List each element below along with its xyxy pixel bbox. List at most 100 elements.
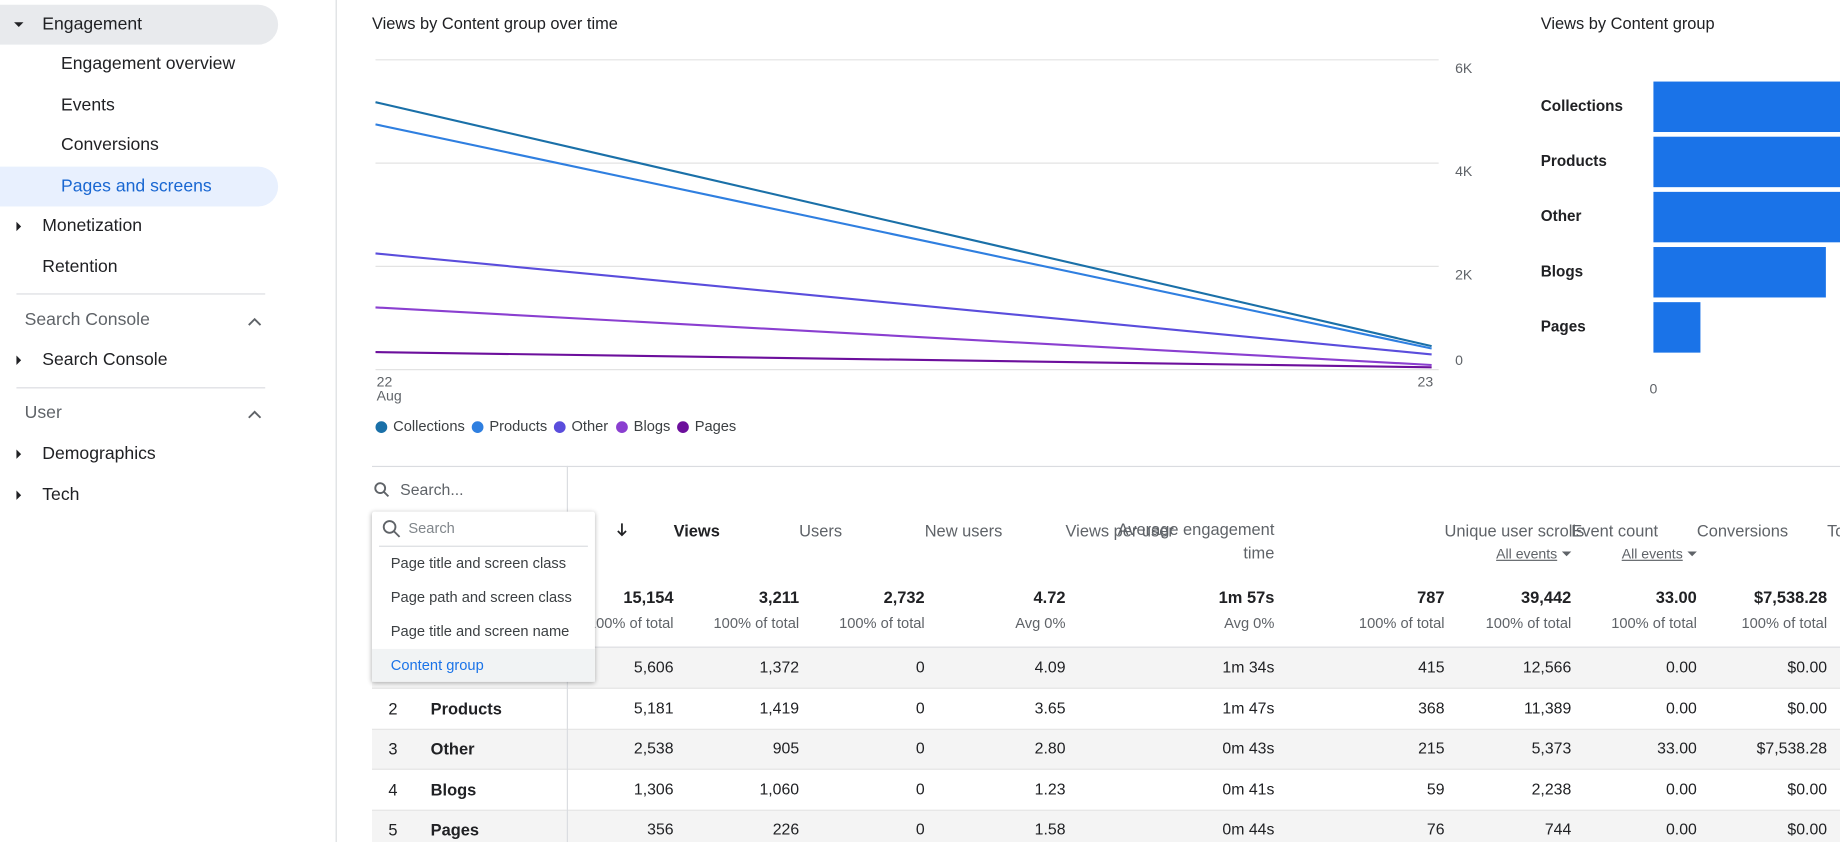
cell: 1,372 (759, 658, 800, 676)
line-series (375, 252, 1432, 356)
dropdown-option[interactable]: Content group (390, 657, 484, 674)
table-row (371, 809, 1840, 842)
row-rank: 5 (388, 820, 398, 840)
dimension-dropdown: Search Page title and screen class Page pa… (371, 511, 595, 682)
cell: 12,566 (1522, 658, 1572, 676)
cell: 0.00 (1665, 698, 1697, 717)
total-note: 100% of total (1358, 614, 1445, 632)
cell: 1,060 (759, 779, 800, 798)
column-header[interactable]: Event count (1571, 521, 1659, 540)
column-header[interactable]: Conversions (1696, 521, 1789, 540)
cell: 0.00 (1665, 658, 1697, 676)
cell: 5,373 (1531, 739, 1572, 757)
column-header[interactable]: New users (924, 521, 1003, 540)
chart-title: Views by Content group over time (372, 15, 618, 33)
filter-caret[interactable] (1561, 551, 1572, 557)
line-series (375, 123, 1432, 350)
total-note: 100% of total (1611, 614, 1697, 632)
search-icon (382, 520, 401, 538)
cell: 356 (647, 820, 674, 838)
nav-section-heading: User (24, 402, 62, 423)
cell: 1.23 (1034, 779, 1066, 798)
row-dimension[interactable]: Products (430, 698, 502, 718)
total-note: Avg 0% (1224, 614, 1275, 632)
caret-right[interactable] (16, 449, 22, 459)
cell: 76 (1426, 820, 1445, 838)
cell: 33.00 (1657, 739, 1697, 757)
caret-right[interactable] (16, 490, 22, 500)
total-value: 33.00 (1655, 587, 1697, 607)
nav-item[interactable]: Engagement overview (61, 53, 236, 74)
cell: 5,181 (633, 698, 674, 717)
divider (16, 387, 266, 389)
nav-item[interactable]: Conversions (61, 134, 159, 155)
collapse-chevron[interactable] (248, 317, 262, 326)
cell: 368 (1418, 698, 1445, 717)
total-value: 3,211 (758, 587, 800, 607)
nav-item[interactable]: Monetization (42, 215, 143, 236)
nav-item[interactable]: Pages and screens (61, 176, 212, 196)
collapse-chevron[interactable] (248, 410, 262, 419)
bar (1653, 302, 1701, 353)
table-search-placeholder[interactable]: Search... (400, 481, 464, 499)
filter-caret[interactable] (1687, 551, 1697, 557)
caret-right[interactable] (16, 355, 22, 365)
chart-title: Views by Content group (1541, 15, 1715, 33)
x-tick-label: 22 (377, 373, 393, 389)
charts: Views by Content group over time 0 2K 4K 6K 2… (372, 15, 1840, 435)
table-row (371, 647, 1840, 689)
row-dimension[interactable]: Other (430, 739, 475, 759)
table-divider (371, 465, 1840, 468)
nav-section-heading: Search Console (24, 309, 150, 330)
caret-right[interactable] (16, 221, 22, 232)
y-category-label: Pages (1541, 318, 1586, 335)
cell: $0.00 (1787, 698, 1828, 717)
column-filter[interactable]: All events (1621, 545, 1683, 563)
total-note: 100% of total (1485, 614, 1572, 632)
legend-label: Blogs (634, 419, 671, 435)
column-header[interactable]: Views per user (1065, 521, 1174, 540)
total-value: 15,154 (623, 587, 674, 607)
column-header[interactable]: Views (673, 521, 720, 540)
y-category-label: Products (1541, 153, 1607, 170)
dropdown-option[interactable]: Page path and screen class (390, 589, 572, 606)
nav-group-highlight (0, 4, 279, 45)
caret-down[interactable] (14, 22, 24, 27)
nav-item[interactable]: Tech (42, 484, 80, 505)
cell: 744 (1544, 820, 1572, 838)
column-header[interactable]: Average engagement time (1117, 519, 1275, 563)
total-value: $7,538.28 (1753, 587, 1828, 607)
search-underline (379, 545, 588, 547)
nav-item[interactable]: Events (61, 95, 115, 116)
nav-item[interactable]: Demographics (42, 443, 156, 464)
column-header[interactable]: Users (799, 521, 843, 540)
y-tick-label: 0 (1455, 352, 1463, 368)
row-dimension[interactable]: Pages (430, 820, 480, 840)
column-header[interactable]: Unique user scrolls (1444, 521, 1585, 540)
cell: 2,538 (633, 739, 674, 757)
nav-item[interactable]: Retention (42, 256, 118, 277)
column-filter[interactable]: All events (1496, 545, 1558, 563)
cell: $0.00 (1787, 658, 1828, 676)
nav-item[interactable]: Engagement (42, 14, 143, 35)
cell: 1m 47s (1222, 698, 1275, 717)
sort-arrow[interactable] (615, 521, 629, 537)
nav-item[interactable]: Search Console (42, 349, 168, 370)
nav-selected-highlight (0, 166, 279, 207)
row-rank: 4 (388, 779, 398, 799)
option-highlight (371, 648, 595, 682)
cell: 0 (915, 820, 925, 838)
dropdown-option[interactable]: Page title and screen class (390, 555, 567, 572)
column-header[interactable]: Total revenue (1827, 521, 1840, 540)
sidebar (0, 0, 337, 842)
cell: 0 (915, 698, 925, 717)
total-value: 1m 57s (1218, 587, 1275, 607)
cell: $7,538.28 (1756, 739, 1828, 757)
bar (1653, 191, 1840, 243)
cell: $0.00 (1787, 820, 1828, 838)
dropdown-option[interactable]: Page title and screen name (390, 623, 570, 640)
row-dimension[interactable]: Blogs (430, 779, 477, 799)
dropdown-search-placeholder[interactable]: Search (408, 519, 455, 537)
legend-label: Collections (393, 419, 465, 435)
